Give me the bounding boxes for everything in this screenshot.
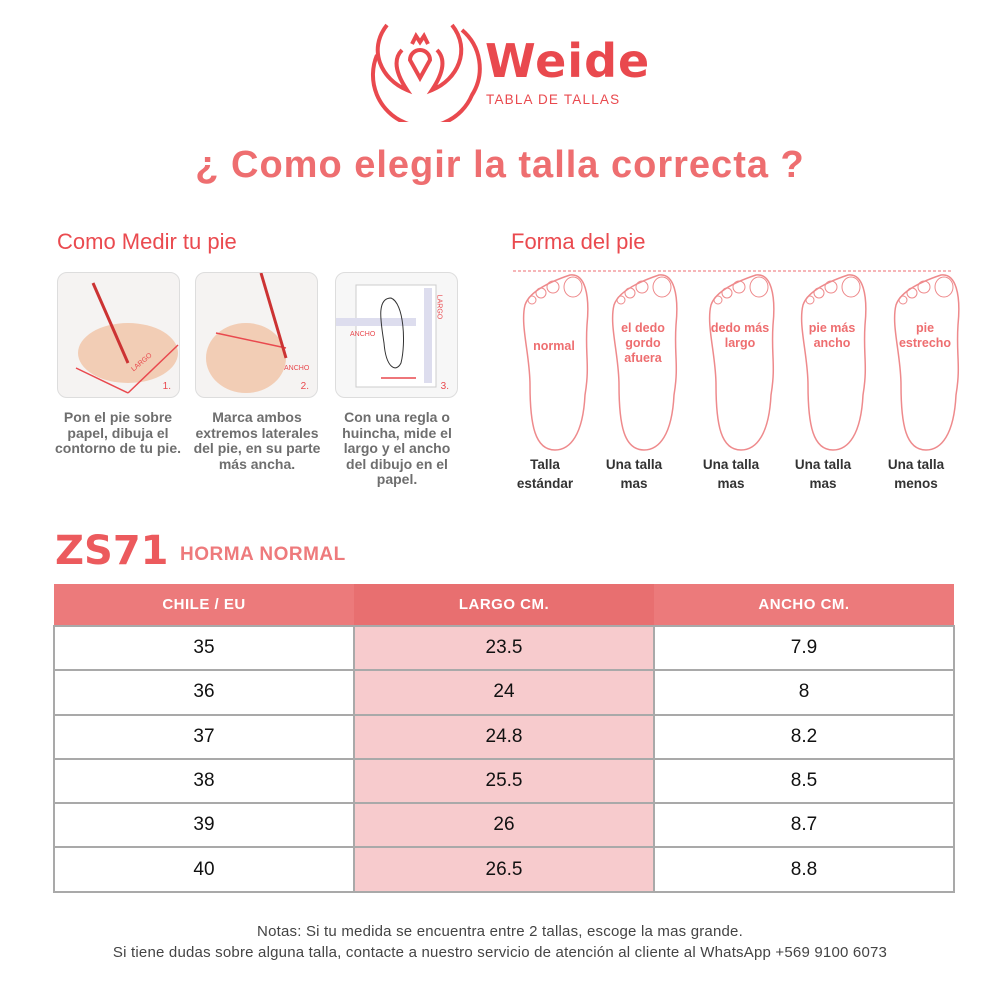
note-1: Notas: Si tu medida se encuentra entre 2…: [257, 923, 743, 940]
brand-name: Weide: [485, 34, 651, 88]
ruler-paper-icon: [336, 284, 437, 388]
ancho-cell: 8.2: [653, 713, 955, 760]
header-chile-eu: CHILE / EU: [54, 584, 354, 626]
model-type: HORMA NORMAL: [180, 544, 346, 565]
foot-outline-icon: [611, 274, 678, 451]
note-2: Si tiene dudas sobre alguna talla, conta…: [112, 944, 888, 961]
foot-outline-icon: [893, 274, 960, 451]
foot-label: el dedo gordo afuera: [621, 321, 665, 365]
header-ancho: ANCHO CM.: [654, 584, 954, 626]
step-2-text: Marca ambos extremos laterales del pie, …: [193, 409, 321, 472]
largo-cell: 23.5: [353, 624, 655, 672]
foot-outline-icon: [708, 274, 775, 451]
largo-cell: 24.8: [353, 713, 655, 760]
caption-line-1: Una talla: [794, 457, 852, 472]
ancho-cell: 8.7: [653, 802, 955, 849]
step-3-text: Con una regla o huincha, mide el largo y…: [342, 409, 452, 487]
ancho-tag: ANCHO: [350, 331, 376, 338]
caption-line-2: mas: [809, 476, 837, 491]
shape-heading: Forma del pie: [511, 229, 646, 254]
caption-line-1: Una talla: [605, 457, 663, 472]
foot-largo-icon: [75, 282, 179, 394]
foot-ancho-icon: [206, 273, 288, 393]
size-cell: 35: [53, 624, 355, 672]
foot-outline-icon: [800, 274, 867, 451]
table-row: 39 26 8.7: [53, 802, 955, 849]
table-row: 40 26.5 8.8: [53, 846, 955, 893]
caption-line-2: menos: [894, 476, 938, 491]
step-1-image: LARGO 1.: [57, 272, 180, 398]
page-title: ¿ Como elegir la talla correcta ?: [195, 144, 805, 186]
size-cell: 37: [53, 713, 355, 760]
step-number: 1.: [162, 381, 171, 392]
foot-label: normal: [533, 339, 575, 353]
table-row: 35 23.5 7.9: [53, 624, 955, 672]
foot-shape-3: dedo más largo: [701, 265, 781, 455]
largo-cell: 24: [353, 669, 655, 716]
size-table: CHILE / EU LARGO CM. ANCHO CM. 35 23.5 7.9…: [53, 584, 955, 893]
foot-label: dedo más largo: [710, 321, 770, 350]
caption-line-2: mas: [620, 476, 648, 491]
caption-line-2: estándar: [516, 476, 574, 491]
foot-shape-1: normal: [515, 265, 595, 455]
largo-cell: 25.5: [353, 757, 655, 805]
foot-caption: Una talla menos: [873, 455, 959, 493]
size-cell: 39: [53, 802, 355, 849]
foot-caption: Una talla mas: [780, 455, 866, 493]
caption-line-1: Una talla: [887, 457, 945, 472]
table-row: 37 24.8 8.2: [53, 713, 955, 760]
size-cell: 40: [53, 846, 355, 893]
step-number: 2.: [300, 381, 309, 392]
size-cell: 36: [53, 669, 355, 716]
ancho-cell: 7.9: [653, 624, 955, 672]
step-3-image: ANCHO LARGO 3.: [335, 272, 458, 398]
foot-label: pie estrecho: [898, 321, 952, 350]
foot-label: pie más ancho: [808, 321, 856, 350]
foot-caption: Una talla mas: [688, 455, 774, 493]
header-largo: LARGO CM.: [354, 584, 654, 626]
table-row: 38 25.5 8.5: [53, 757, 955, 805]
largo-cell: 26.5: [353, 846, 655, 893]
largo-tag: LARGO: [435, 294, 443, 320]
size-cell: 38: [53, 757, 355, 805]
measure-heading: Como Medir tu pie: [57, 229, 237, 254]
foot-shape-5: pie estrecho: [886, 265, 966, 455]
ancho-tag: ANCHO: [284, 365, 310, 372]
foot-caption: Una talla mas: [591, 455, 677, 493]
largo-cell: 26: [353, 802, 655, 849]
ancho-cell: 8.5: [653, 757, 955, 805]
foot-outline-icon: [522, 274, 589, 451]
toe-guide-line: [513, 270, 953, 272]
ancho-cell: 8: [653, 669, 955, 716]
table-row: 36 24 8: [53, 669, 955, 716]
weide-logo-icon: [371, 23, 482, 122]
step-1-text: Pon el pie sobre papel, dibuja el contor…: [55, 409, 181, 456]
foot-shape-2: el dedo gordo afuera: [604, 265, 684, 455]
caption-line-2: mas: [717, 476, 745, 491]
step-2-image: ANCHO 2.: [195, 272, 318, 398]
foot-caption: Talla estándar: [502, 455, 588, 493]
ancho-cell: 8.8: [653, 846, 955, 893]
foot-shape-4: pie más ancho: [793, 265, 873, 455]
model-code: ZS71: [55, 528, 169, 574]
caption-line-1: Talla: [530, 457, 560, 472]
step-number: 3.: [440, 381, 449, 392]
brand-subtitle: TABLA DE TALLAS: [486, 92, 621, 107]
caption-line-1: Una talla: [702, 457, 760, 472]
